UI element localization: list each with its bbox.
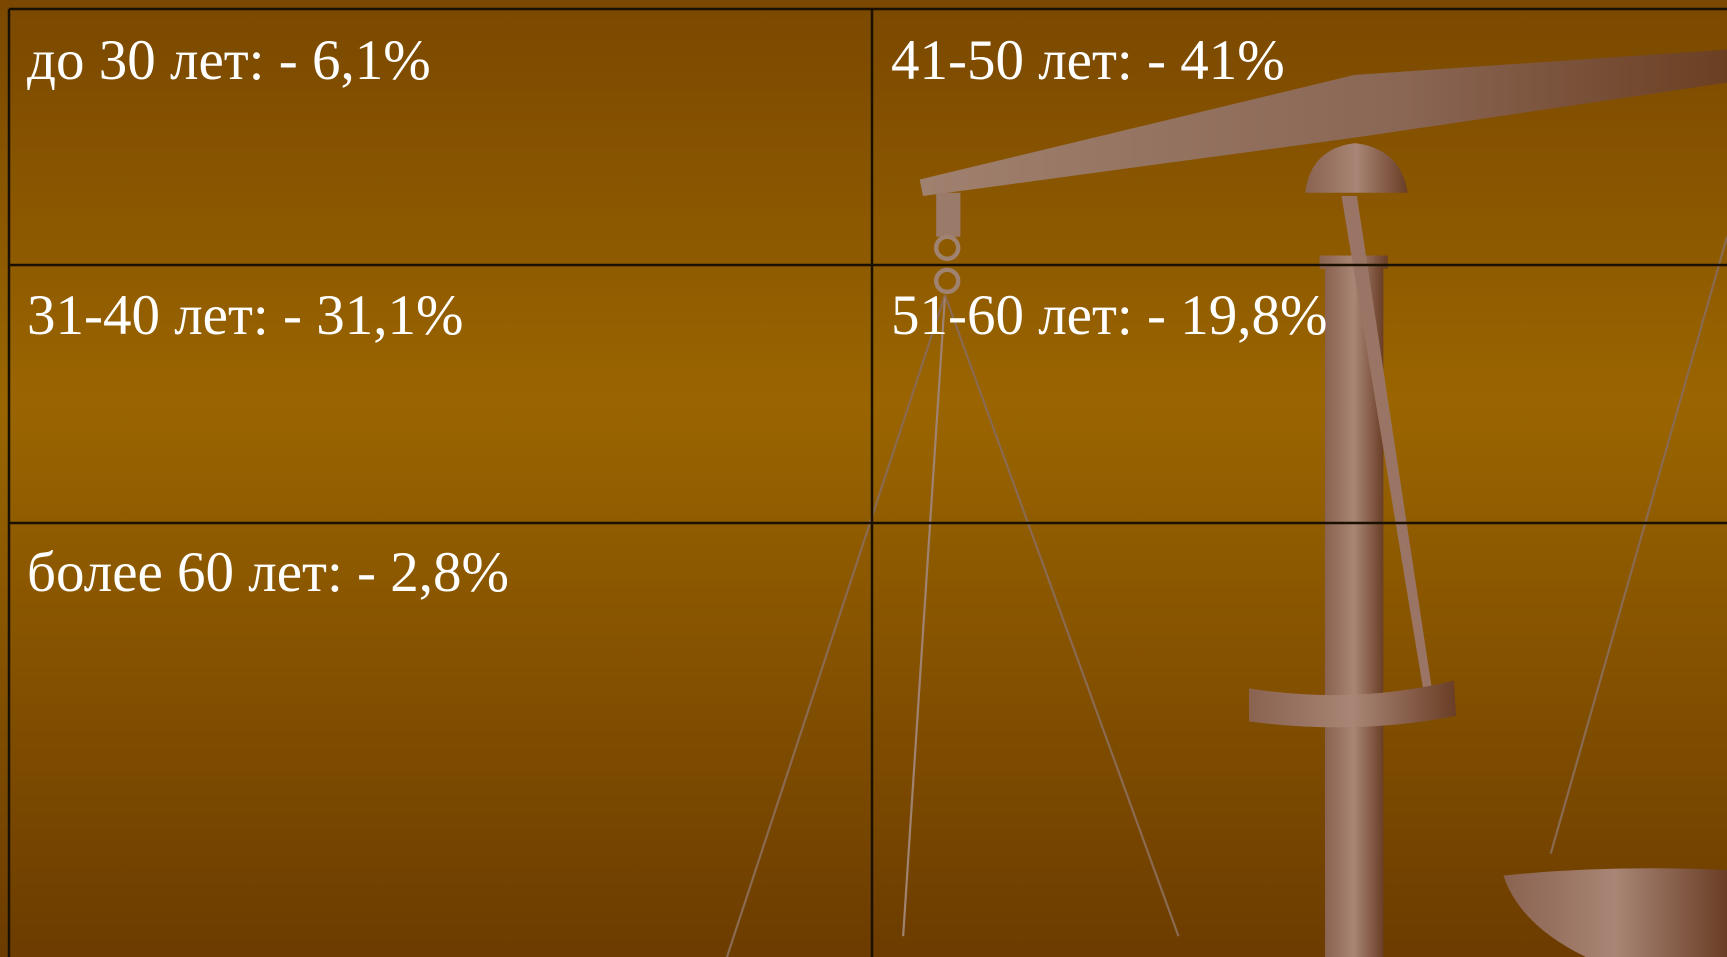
table-cell: 51-60 лет: - 19,8% <box>891 284 1327 347</box>
scales-illustration <box>725 49 1727 957</box>
table-cell: более 60 лет: - 2,8% <box>27 541 509 604</box>
table-cell: 41-50 лет: - 41% <box>891 29 1285 92</box>
table-cell: 31-40 лет: - 31,1% <box>27 284 463 347</box>
table-cell: до 30 лет: - 6,1% <box>27 29 431 92</box>
table-grid <box>7 7 1727 957</box>
